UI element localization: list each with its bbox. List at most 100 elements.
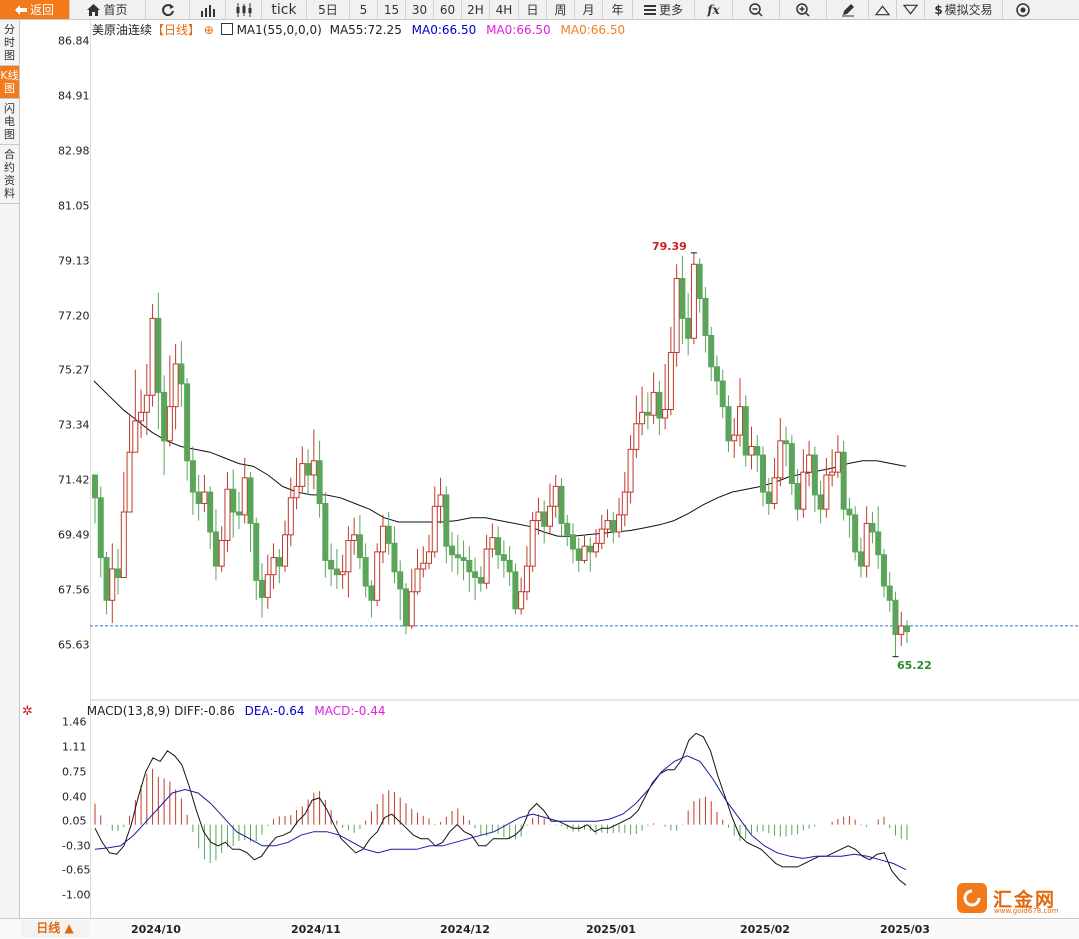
candle-body [328,559,335,570]
m5-button[interactable]: 5 [350,0,378,19]
candle-body [667,352,674,410]
candle-body [287,497,294,536]
simulated-trade-button[interactable]: $ 模拟交易 [925,0,1003,19]
candle-body [477,577,484,584]
candle-body [800,471,807,510]
tab-timeshare[interactable]: 分时图 [0,20,19,66]
day5-button[interactable]: 5日 [307,0,350,19]
day-button[interactable]: 日 [519,0,547,19]
candle-body [857,551,864,567]
period-label: 【日线】 [152,23,201,37]
zoom-in-button[interactable] [780,0,827,19]
candle-body [529,520,536,567]
tab-kline[interactable]: K线图 [0,66,19,99]
candle-body [466,559,473,573]
triangle-up-icon [875,4,890,15]
tab-contract-info-label: 合约资料 [4,148,15,200]
candle-body [97,497,104,559]
more-button[interactable]: 更多 [633,0,695,19]
candle-body [506,559,513,573]
candle-body [178,363,185,385]
candle-body [259,579,266,598]
candle-body [437,494,444,507]
candle-body [892,599,899,635]
draw-button[interactable] [827,0,869,19]
month-button[interactable]: 月 [575,0,603,19]
period-selector[interactable]: 日线 ▲ [21,920,89,937]
price-tick-label: 79.13 [58,254,90,268]
candle-body [811,454,818,496]
macd-tick-label: 0.05 [62,814,87,828]
candle-body [616,514,623,533]
ma55-value: MA55:72.25 [329,23,402,37]
candle-body [495,537,502,556]
candle-body [155,317,162,393]
bar-chart-button[interactable] [190,0,226,19]
tab-contract-info[interactable]: 合约资料 [0,145,19,204]
home-button[interactable]: 首页 [70,0,146,19]
candle-body [633,423,640,450]
zoom-out-button[interactable] [733,0,780,19]
candle-body [166,406,173,442]
tick-button[interactable]: tick [262,0,307,19]
settings-button[interactable] [1003,0,1043,19]
candle-body [460,557,467,561]
candle-body [610,520,617,533]
candle-body [385,525,392,544]
candle-body [414,568,421,593]
macd-tick-label: 1.11 [62,740,87,754]
price-tick-label: 77.20 [58,309,90,323]
candle-body [276,557,283,567]
macd-settings-icon[interactable]: ✲ [22,704,33,719]
year-button[interactable]: 年 [603,0,633,19]
list-icon [643,4,656,15]
candle-body [627,448,634,493]
candle-body [362,557,369,587]
up-button[interactable] [869,0,897,19]
m15-button[interactable]: 15 [378,0,406,19]
down-button[interactable] [897,0,925,19]
candlestick-button[interactable] [226,0,262,19]
settings-small-icon[interactable]: ⊕ [203,23,214,37]
price-tick-label: 71.42 [58,473,90,487]
x-tick-label: 2024/10 [131,923,181,936]
macd-tick-label: -1.00 [62,888,91,902]
candle-body [420,562,427,570]
m60-button[interactable]: 60 [434,0,462,19]
m30-button[interactable]: 30 [406,0,434,19]
candle-body [886,585,893,601]
h2-button[interactable]: 2H [462,0,490,19]
zoom-out-icon [749,2,763,17]
annotations [690,252,899,658]
refresh-icon [161,3,174,16]
candle-body [690,263,697,339]
back-button[interactable]: 返回 [0,0,70,19]
week-button[interactable]: 周 [547,0,575,19]
candle-body [736,406,743,436]
week-label: 周 [554,3,567,17]
candle-body [742,406,749,456]
formula-button[interactable]: fx [695,0,733,19]
time-axis-bar [0,918,1079,939]
candle-body [875,531,882,556]
candle-body [523,565,530,593]
ma-indicator-icon[interactable] [220,23,233,35]
candle-body [783,440,790,445]
candle-body [431,505,438,553]
ma-value-blue: MA0:66.50 [411,23,477,37]
candle-body [351,534,358,541]
refresh-button[interactable] [146,0,190,19]
candle-body [500,554,507,561]
price-axis [19,20,91,918]
h4-button[interactable]: 4H [490,0,519,19]
pencil-icon [841,3,854,16]
candle-body [132,420,139,453]
candle-body [143,394,150,413]
candle-body [333,568,340,576]
candle-body [305,463,312,476]
candle-body [241,477,248,516]
candle-body [863,522,870,567]
candle-body [379,525,386,553]
tab-lightning[interactable]: 闪电图 [0,99,19,145]
